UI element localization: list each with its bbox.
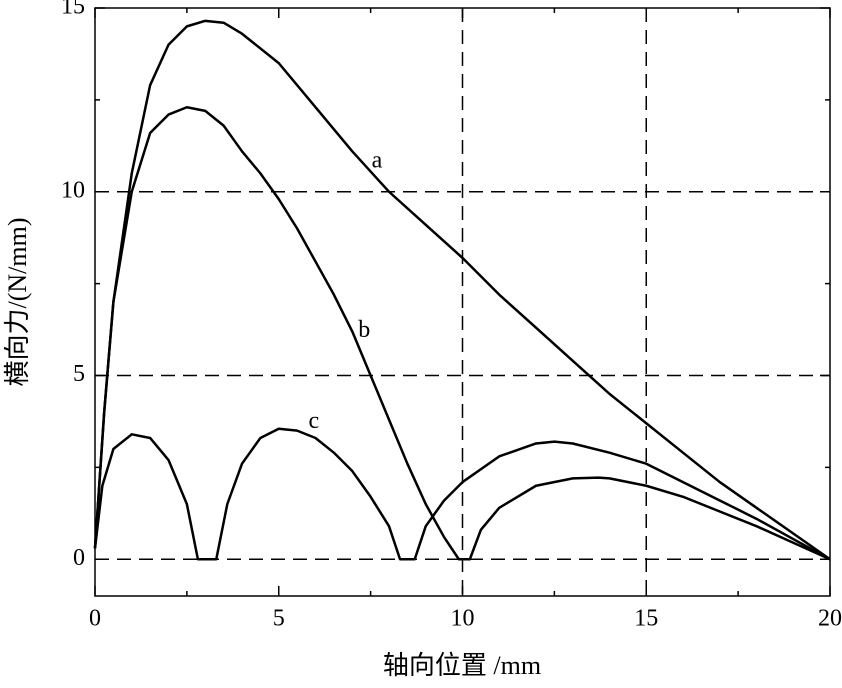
y-tick-label: 10 [61, 177, 85, 203]
series-label: a [372, 147, 383, 173]
line-series [93, 19, 831, 561]
y-axis-title: 横向力/(N/mm) [3, 218, 32, 387]
x-tick-label: 10 [451, 606, 475, 632]
y-tick-label: 5 [73, 361, 85, 387]
x-tick-label: 0 [89, 606, 101, 632]
series-label: c [309, 408, 320, 434]
x-tick-label: 5 [273, 606, 285, 632]
x-tick-label: 15 [634, 606, 658, 632]
y-tick-label: 15 [61, 0, 85, 20]
x-axis-title: 轴向位置 /mm [383, 651, 541, 680]
line-series [93, 105, 831, 561]
line-series [93, 427, 831, 561]
series-label: b [358, 317, 370, 343]
x-tick-label: 20 [818, 606, 842, 632]
y-tick-label: 0 [73, 545, 85, 571]
